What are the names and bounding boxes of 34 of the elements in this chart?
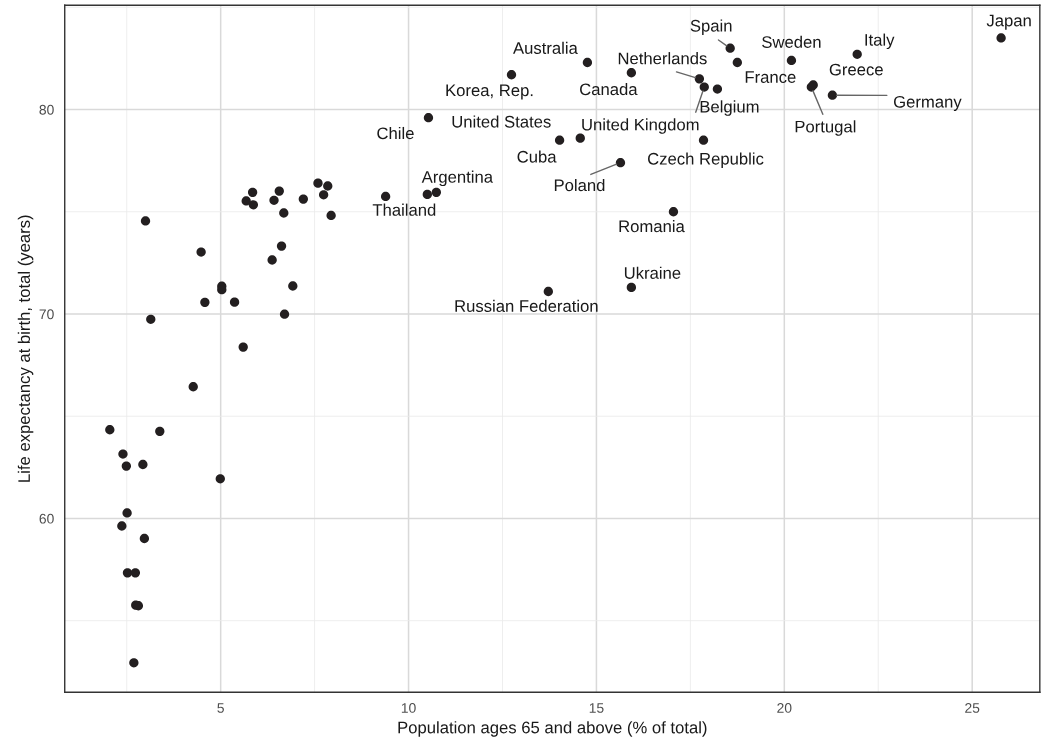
annotation: Greece (829, 63, 883, 76)
x-tick-label: 15 (589, 703, 604, 713)
y-axis-title: Life expectancy at birth, total (years) (17, 215, 34, 482)
annotation: Cuba (517, 150, 557, 163)
annotation: United Kingdom (582, 118, 699, 134)
x-tick-label: 5 (217, 703, 224, 713)
x-tick-label: 20 (777, 703, 792, 713)
y-tick-label: 70 (39, 309, 54, 320)
annotation: United States (452, 115, 551, 128)
annotation: Argentina (421, 170, 494, 187)
x-tick-label: 25 (965, 703, 980, 713)
annotation: Chile (377, 126, 414, 140)
annotation: Poland (554, 178, 605, 192)
annotation: Czech Republic (648, 152, 764, 168)
annotation: Korea, Rep. (446, 84, 533, 100)
y-tick-label: 60 (39, 513, 54, 524)
annotation: Portugal (795, 120, 856, 136)
y-tick-label: 80 (39, 104, 54, 115)
annotation: Belgium (700, 100, 759, 116)
annotation: Japan (986, 14, 1031, 30)
annotation: Spain (690, 19, 732, 35)
annotation: Germany (893, 95, 962, 111)
annotation: Russian Federation (455, 299, 598, 312)
annotation: Canada (580, 82, 638, 96)
annotation: Romania (619, 219, 685, 233)
annotation: Thailand (372, 203, 436, 216)
annotation: Sweden (762, 35, 821, 48)
x-axis-title: Population ages 65 and above (% of total) (398, 721, 707, 737)
annotation: France (745, 71, 796, 83)
annotation: Australia (513, 41, 578, 54)
annotation: Italy (865, 33, 895, 50)
annotation: Ukraine (624, 266, 681, 279)
annotation: Netherlands (618, 52, 707, 65)
x-tick-label: 10 (401, 703, 416, 713)
